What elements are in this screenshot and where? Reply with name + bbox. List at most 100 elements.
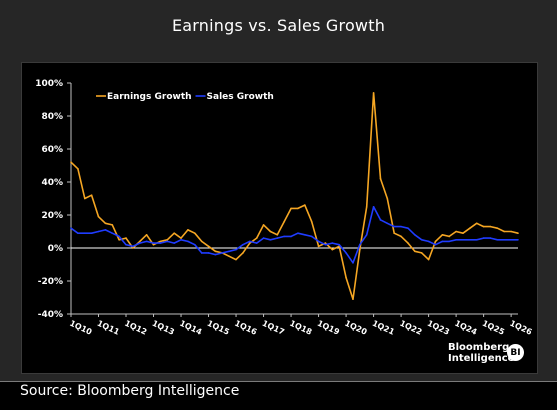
series-0-point bbox=[132, 247, 134, 249]
series-0-point bbox=[372, 92, 375, 94]
series-1-point bbox=[441, 240, 444, 243]
series-0-point bbox=[352, 298, 354, 300]
series-0-point bbox=[228, 255, 230, 258]
series-0-point bbox=[510, 230, 512, 233]
series-1-point bbox=[462, 238, 464, 241]
x-tick-label: 1Q24 bbox=[453, 319, 478, 337]
series-1-point bbox=[338, 243, 341, 246]
series-0-point bbox=[83, 197, 86, 200]
series-1-point bbox=[503, 238, 506, 241]
series-1-point bbox=[214, 253, 217, 256]
series-0-point bbox=[310, 220, 313, 223]
series-1-point bbox=[475, 238, 478, 241]
series-1-point bbox=[434, 243, 437, 246]
chart-title: Earnings vs. Sales Growth bbox=[171, 15, 386, 35]
series-1-point bbox=[372, 205, 375, 208]
series-1-point bbox=[365, 234, 368, 236]
series-0-point bbox=[317, 245, 320, 248]
series-0-point bbox=[187, 229, 189, 231]
series-0-point bbox=[200, 240, 203, 243]
y-tick-label: -20% bbox=[38, 277, 63, 287]
series-0-point bbox=[386, 197, 389, 200]
series-0-point bbox=[290, 207, 292, 210]
series-0-point bbox=[441, 234, 444, 236]
series-0-point bbox=[359, 248, 361, 251]
brand-line-1: Bloomberg bbox=[448, 342, 510, 353]
x-tick-label: 1Q10 bbox=[68, 319, 93, 337]
series-1-point bbox=[262, 237, 265, 239]
y-tick-label: 60% bbox=[41, 145, 63, 155]
series-line-0 bbox=[70, 92, 519, 300]
series-0-point bbox=[379, 177, 382, 180]
series-1-point bbox=[297, 232, 299, 234]
series-1-point bbox=[331, 242, 334, 244]
series-1-point bbox=[118, 235, 120, 238]
series-0-point bbox=[407, 242, 409, 244]
x-tick-label: 1Q11 bbox=[96, 319, 121, 337]
legend-label-0: Earnings Growth bbox=[107, 92, 192, 102]
series-1-point bbox=[70, 227, 72, 229]
series-0-point bbox=[283, 220, 285, 223]
brand-line-2: Intelligence bbox=[448, 353, 515, 364]
series-0-point bbox=[152, 243, 155, 246]
series-1-point bbox=[427, 240, 430, 243]
series-1-point bbox=[359, 243, 361, 246]
series-1-point bbox=[255, 242, 258, 244]
series-1-point bbox=[379, 219, 382, 221]
series-1-point bbox=[310, 235, 313, 238]
series-0-point bbox=[77, 168, 79, 170]
series-1-point bbox=[166, 240, 169, 243]
series-0-point bbox=[414, 250, 416, 253]
series-1-point bbox=[304, 234, 306, 236]
series-0-point bbox=[125, 237, 127, 239]
series-0-point bbox=[503, 230, 506, 233]
x-tick-label: 1Q18 bbox=[288, 319, 313, 337]
series-1-point bbox=[228, 250, 230, 253]
series-0-point bbox=[97, 215, 100, 218]
series-1-point bbox=[83, 232, 86, 234]
series-0-point bbox=[427, 258, 430, 261]
series-0-point bbox=[242, 252, 244, 254]
series-0-point bbox=[482, 225, 485, 228]
x-tick-label: 1Q15 bbox=[206, 319, 231, 337]
bi-logo-icon: BI bbox=[507, 344, 524, 361]
x-tick-label: 1Q13 bbox=[151, 319, 176, 337]
series-1-point bbox=[242, 243, 244, 246]
y-tick-label: 0% bbox=[48, 244, 63, 254]
series-1-point bbox=[290, 235, 292, 238]
series-0-point bbox=[304, 204, 306, 206]
y-tick-label: 40% bbox=[41, 178, 63, 188]
series-1-point bbox=[111, 232, 114, 234]
legend-label-1: Sales Growth bbox=[207, 92, 274, 102]
series-1-point bbox=[132, 245, 134, 248]
series-1-point bbox=[455, 238, 457, 241]
series-1-point bbox=[159, 242, 162, 244]
series-0-point bbox=[448, 235, 451, 238]
series-1-point bbox=[482, 237, 485, 239]
series-0-point bbox=[159, 240, 162, 243]
series-0-point bbox=[365, 205, 368, 208]
series-0-point bbox=[138, 240, 141, 243]
series-0-point bbox=[331, 248, 334, 251]
series-0-point bbox=[90, 194, 93, 196]
series-1-point bbox=[489, 237, 492, 239]
series-0-point bbox=[324, 242, 327, 244]
x-tick-label: 1Q25 bbox=[481, 319, 506, 337]
series-0-point bbox=[475, 222, 478, 225]
series-0-point bbox=[489, 225, 492, 228]
series-0-point bbox=[111, 224, 114, 226]
source-bar: Source: Bloomberg Intelligence bbox=[0, 381, 557, 410]
series-0-point bbox=[262, 224, 265, 226]
series-0-point bbox=[345, 276, 347, 279]
x-tick-label: 1Q16 bbox=[233, 319, 258, 337]
x-tick-label: 1Q12 bbox=[123, 319, 148, 337]
series-1-point bbox=[104, 229, 107, 231]
series-1-point bbox=[414, 234, 416, 236]
series-1-point bbox=[145, 240, 148, 243]
series-1-point bbox=[138, 242, 141, 244]
series-1-point bbox=[180, 238, 182, 241]
series-0-point bbox=[214, 250, 217, 253]
series-1-point bbox=[469, 238, 471, 241]
series-1-point bbox=[448, 240, 451, 243]
x-tick-label: 1Q22 bbox=[398, 319, 423, 337]
